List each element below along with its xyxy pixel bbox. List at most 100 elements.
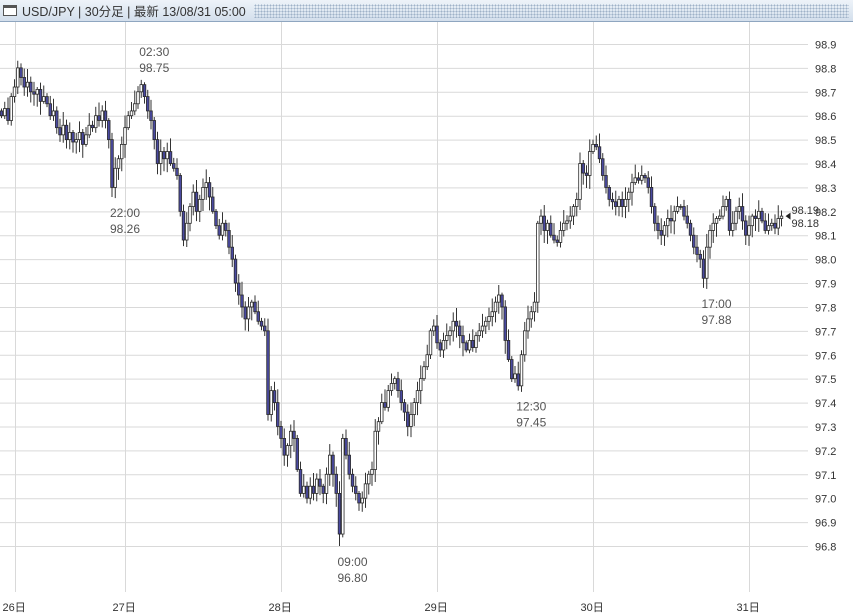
candle-down: [305, 485, 309, 499]
y-tick-label: 96.9: [815, 518, 836, 530]
candle-down: [321, 485, 325, 494]
candle-down: [214, 210, 218, 227]
candle-up: [120, 143, 124, 160]
x-tick-label: 31日: [737, 602, 760, 614]
candle-up: [126, 115, 130, 129]
candle-down: [175, 167, 179, 176]
candle-up: [415, 390, 420, 403]
candle-up: [367, 473, 371, 485]
candle-up: [9, 96, 13, 121]
candle-down: [155, 139, 160, 164]
annotation-price: 97.45: [516, 416, 546, 430]
candle-up: [529, 311, 533, 320]
candle-up: [731, 222, 735, 231]
candle-up: [558, 230, 563, 243]
candle-up: [737, 206, 741, 212]
candle-up: [662, 225, 667, 236]
candle-up: [633, 177, 637, 184]
candle-up: [705, 246, 709, 279]
annotation-price: 98.26: [110, 222, 140, 236]
candle-down: [253, 301, 257, 313]
candle-down: [383, 402, 387, 408]
candle-up: [409, 414, 413, 427]
candle-up: [84, 134, 88, 145]
candle-up: [679, 206, 683, 208]
candle-up: [341, 438, 345, 535]
candle-up: [445, 335, 449, 341]
candle-up: [493, 301, 498, 313]
candle-up: [201, 187, 205, 200]
candle-down: [331, 454, 335, 475]
candle-down: [279, 426, 283, 439]
candle-up: [666, 218, 670, 227]
candle-down: [669, 218, 673, 222]
y-tick-label: 98.8: [815, 63, 836, 75]
candle-down: [727, 198, 732, 231]
annotation-price: 98.75: [139, 61, 169, 75]
candle-down: [178, 175, 182, 212]
candle-up: [116, 158, 121, 169]
annotation-time: 22:00: [110, 206, 140, 220]
candle-down: [555, 239, 559, 243]
candle-down: [643, 175, 647, 179]
candle-up: [425, 354, 429, 368]
candle-down: [272, 390, 277, 403]
candle-up: [12, 86, 17, 97]
candle-down: [740, 206, 745, 222]
candle-down: [438, 342, 442, 351]
y-tick-label: 97.8: [815, 302, 836, 314]
candle-up: [536, 222, 540, 303]
candle-up: [588, 151, 592, 176]
candle-up: [198, 198, 202, 212]
candle-down: [649, 187, 654, 207]
candle-down: [760, 210, 764, 222]
candle-down: [510, 359, 514, 380]
candle-down: [90, 124, 95, 129]
candle-down: [152, 120, 156, 141]
candle-down: [337, 493, 342, 535]
candle-up: [136, 91, 140, 105]
candle-up: [94, 115, 98, 129]
candle-down: [230, 246, 234, 260]
candle-up: [246, 306, 251, 320]
candle-down: [584, 172, 589, 176]
candle-down: [653, 206, 657, 224]
candle-down: [402, 402, 407, 413]
candle-down: [399, 390, 403, 403]
candle-up: [513, 373, 517, 380]
candle-down: [458, 325, 462, 337]
candle-up: [721, 206, 725, 217]
candle-up: [617, 198, 621, 207]
candle-up: [61, 124, 65, 136]
candle-down: [243, 306, 247, 320]
candle-up: [526, 318, 530, 332]
candle-down: [168, 151, 173, 164]
candle-down: [354, 485, 358, 494]
candle-down: [237, 282, 241, 296]
candle-up: [578, 163, 582, 200]
candle-down: [604, 175, 608, 188]
y-tick-label: 98.1: [815, 231, 836, 243]
candle-down: [55, 110, 59, 129]
candle-down: [594, 143, 598, 148]
candle-down: [500, 294, 504, 308]
annotation-price: 96.80: [338, 571, 368, 585]
candle-down: [107, 120, 111, 141]
candle-up: [539, 215, 543, 224]
candle-down: [350, 473, 355, 487]
candle-up: [412, 402, 416, 415]
candle-down: [601, 158, 605, 176]
candle-up: [220, 222, 225, 236]
candle-up: [376, 421, 381, 432]
candle-up: [16, 67, 20, 88]
x-tick-label: 27日: [113, 602, 136, 614]
candle-down: [701, 258, 706, 279]
candle-down: [506, 340, 511, 360]
y-tick-label: 96.8: [815, 542, 836, 554]
candle-down: [344, 438, 348, 456]
candle-up: [568, 215, 572, 222]
y-tick-label: 97.0: [815, 494, 836, 506]
candle-up: [757, 210, 761, 219]
candle-up: [545, 222, 550, 231]
